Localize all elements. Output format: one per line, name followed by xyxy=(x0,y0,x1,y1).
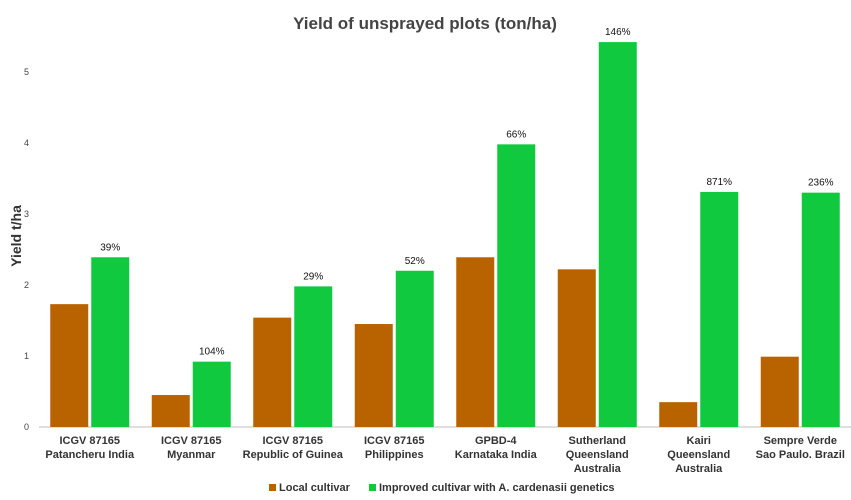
y-tick-label: 3 xyxy=(24,209,29,219)
y-tick-label: 2 xyxy=(24,280,29,290)
x-tick-label-line: Republic of Guinea xyxy=(243,449,344,461)
x-tick-label-line: Philippines xyxy=(365,449,424,461)
x-tick-label-line: Australia xyxy=(574,463,622,475)
bar-local xyxy=(253,317,292,427)
x-tick-label-line: Sempre Verde xyxy=(764,435,837,447)
x-tick-label: ICGV 87165 Myanmar xyxy=(161,435,222,461)
x-tick-label: Sempre Verde Sao Paulo. Brazil xyxy=(756,435,845,461)
legend-swatch xyxy=(269,484,276,491)
legend-label: Local cultivar xyxy=(279,482,351,494)
bar-local xyxy=(456,257,495,427)
bar-improved xyxy=(497,144,536,427)
x-tick-label: Kairi Queensland Australia xyxy=(667,435,730,475)
bar-improved xyxy=(192,361,231,427)
bar-local xyxy=(557,269,596,427)
bar-improved xyxy=(294,286,333,427)
x-axis-ticks: ICGV 87165 Patancheru India ICGV 87165 Myan… xyxy=(45,435,844,475)
bars-group xyxy=(50,42,840,427)
bar-local xyxy=(760,356,799,427)
bar-local xyxy=(151,395,190,427)
bar-local xyxy=(354,324,393,427)
bar-local xyxy=(659,402,698,427)
y-tick-label: 1 xyxy=(24,351,29,361)
x-tick-label-line: Karnataka India xyxy=(455,449,538,461)
x-tick-label-line: GPBD-4 xyxy=(475,435,517,447)
y-axis-label: Yield t/ha xyxy=(8,205,24,267)
data-labels-group: 39% 104% 29% 52% 66% 146% 871% 236% xyxy=(100,27,833,358)
x-tick-label-line: Patancheru India xyxy=(45,449,135,461)
x-tick-label-line: ICGV 87165 xyxy=(364,435,425,447)
x-tick-label: ICGV 87165 Philippines xyxy=(364,435,425,461)
y-tick-label: 4 xyxy=(24,138,29,148)
x-tick-label: ICGV 87165 Patancheru India xyxy=(45,435,135,461)
x-tick-label-line: ICGV 87165 xyxy=(262,435,323,447)
bar-data-label: 39% xyxy=(100,242,120,253)
y-tick-label: 5 xyxy=(24,67,29,77)
legend: Local cultivar Improved cultivar with A. … xyxy=(269,482,615,494)
bar-improved xyxy=(395,270,434,427)
y-axis-ticks: 0 1 2 3 4 5 xyxy=(24,67,29,432)
x-tick-label-line: ICGV 87165 xyxy=(161,435,222,447)
bar-data-label: 146% xyxy=(605,27,631,38)
x-tick-label-line: Kairi xyxy=(687,435,711,447)
bar-data-label: 29% xyxy=(303,271,323,282)
legend-swatch xyxy=(369,484,376,491)
bar-improved xyxy=(801,192,840,427)
bar-improved xyxy=(91,257,130,427)
x-tick-label: ICGV 87165 Republic of Guinea xyxy=(243,435,344,461)
chart-title: Yield of unsprayed plots (ton/ha) xyxy=(293,14,557,33)
x-tick-label-line: Queensland xyxy=(566,449,629,461)
x-tick-label: Sutherland Queensland Australia xyxy=(566,435,629,475)
bar-data-label: 236% xyxy=(808,178,834,189)
bar-data-label: 871% xyxy=(706,177,732,188)
bar-improved xyxy=(598,42,637,427)
x-tick-label-line: Myanmar xyxy=(167,449,216,461)
bar-local xyxy=(50,304,89,427)
x-tick-label-line: Australia xyxy=(675,463,723,475)
y-tick-label: 0 xyxy=(24,422,29,432)
x-tick-label-line: Queensland xyxy=(667,449,730,461)
bar-improved xyxy=(700,191,739,427)
bar-data-label: 52% xyxy=(405,256,425,267)
bar-data-label: 104% xyxy=(199,347,225,358)
legend-label: Improved cultivar with A. cardenasii gen… xyxy=(379,482,615,494)
x-tick-label-line: Sao Paulo. Brazil xyxy=(756,449,845,461)
bar-data-label: 66% xyxy=(506,129,526,140)
x-tick-label: GPBD-4 Karnataka India xyxy=(455,435,538,461)
x-tick-label-line: Sutherland xyxy=(569,435,626,447)
x-tick-label-line: ICGV 87165 xyxy=(59,435,120,447)
